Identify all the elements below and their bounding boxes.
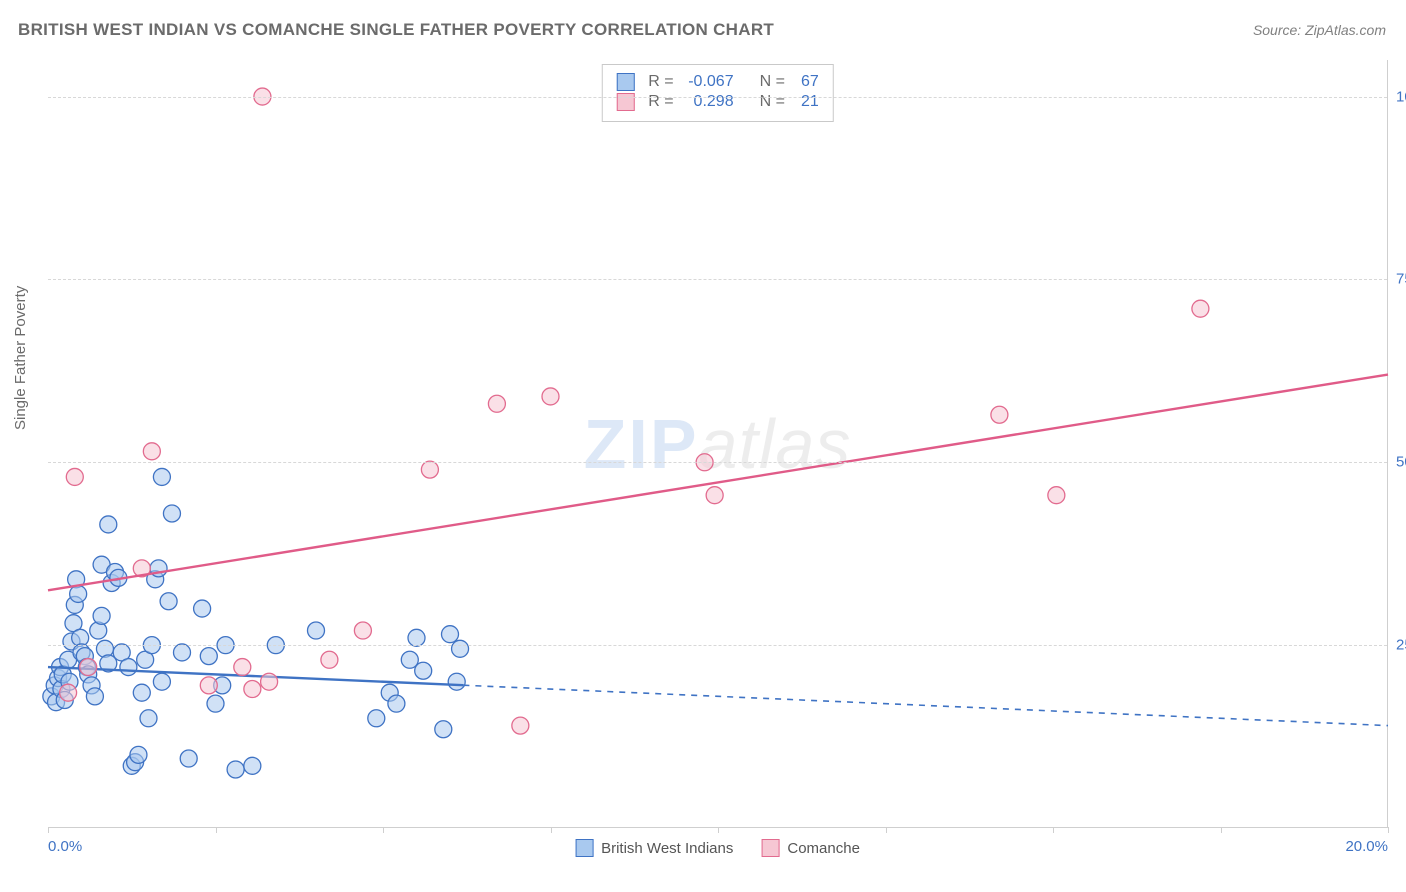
data-point-blue — [452, 640, 469, 657]
legend-item-pink: Comanche — [761, 839, 860, 857]
data-point-pink — [488, 395, 505, 412]
data-point-blue — [93, 607, 110, 624]
data-point-blue — [153, 468, 170, 485]
data-point-blue — [227, 761, 244, 778]
n-value-blue: 67 — [801, 73, 819, 91]
plot-area — [48, 60, 1387, 827]
data-point-pink — [234, 659, 251, 676]
x-tick — [48, 827, 49, 833]
chart-title: BRITISH WEST INDIAN VS COMANCHE SINGLE F… — [18, 20, 774, 40]
data-point-pink — [512, 717, 529, 734]
data-point-pink — [1048, 487, 1065, 504]
data-point-blue — [194, 600, 211, 617]
swatch-blue-icon — [616, 73, 634, 91]
x-tick — [551, 827, 552, 833]
y-tick-label: 25.0% — [1396, 637, 1406, 654]
data-point-blue — [153, 673, 170, 690]
data-point-blue — [140, 710, 157, 727]
legend-label-pink: Comanche — [787, 840, 860, 857]
data-point-blue — [120, 659, 137, 676]
data-point-blue — [133, 684, 150, 701]
gridline — [48, 645, 1387, 646]
data-point-blue — [86, 688, 103, 705]
y-axis-label: Single Father Poverty — [12, 286, 29, 430]
data-point-blue — [368, 710, 385, 727]
data-point-pink — [66, 468, 83, 485]
x-tick — [216, 827, 217, 833]
data-point-blue — [70, 585, 87, 602]
scatter-svg — [48, 60, 1387, 827]
data-point-pink — [321, 651, 338, 668]
x-tick — [1053, 827, 1054, 833]
x-tick — [1388, 827, 1389, 833]
swatch-pink-icon — [761, 839, 779, 857]
data-point-blue — [207, 695, 224, 712]
r-value-blue: -0.067 — [684, 73, 734, 91]
x-tick — [718, 827, 719, 833]
data-point-blue — [174, 644, 191, 661]
y-tick-label: 100.0% — [1396, 88, 1406, 105]
data-point-blue — [200, 648, 217, 665]
x-tick — [1221, 827, 1222, 833]
x-tick-label: 20.0% — [1345, 838, 1388, 855]
data-point-pink — [706, 487, 723, 504]
data-point-pink — [991, 406, 1008, 423]
data-point-pink — [143, 443, 160, 460]
legend-label-blue: British West Indians — [601, 840, 733, 857]
data-point-pink — [1192, 300, 1209, 317]
swatch-blue-icon — [575, 839, 593, 857]
x-tick — [383, 827, 384, 833]
data-point-blue — [435, 721, 452, 738]
data-point-blue — [244, 757, 261, 774]
data-point-pink — [261, 673, 278, 690]
source-attribution: Source: ZipAtlas.com — [1253, 22, 1386, 38]
data-point-pink — [200, 677, 217, 694]
x-tick — [886, 827, 887, 833]
data-point-blue — [160, 593, 177, 610]
data-point-blue — [415, 662, 432, 679]
gridline — [48, 97, 1387, 98]
data-point-blue — [448, 673, 465, 690]
y-tick-label: 50.0% — [1396, 454, 1406, 471]
chart-container: BRITISH WEST INDIAN VS COMANCHE SINGLE F… — [0, 0, 1406, 892]
legend-item-blue: British West Indians — [575, 839, 733, 857]
trend-line-dashed-blue — [463, 685, 1388, 725]
data-point-pink — [244, 681, 261, 698]
data-point-blue — [163, 505, 180, 522]
data-point-blue — [408, 629, 425, 646]
data-point-blue — [130, 746, 147, 763]
trend-line-pink — [48, 375, 1388, 591]
y-tick-label: 75.0% — [1396, 271, 1406, 288]
data-point-pink — [60, 684, 77, 701]
data-point-pink — [421, 461, 438, 478]
r-label: R = — [648, 73, 673, 91]
data-point-pink — [80, 659, 97, 676]
plot-frame: ZIPatlas R = -0.067 N = 67 R = 0.298 N =… — [48, 60, 1388, 828]
data-point-blue — [100, 516, 117, 533]
data-point-pink — [542, 388, 559, 405]
stat-row-blue: R = -0.067 N = 67 — [616, 73, 818, 91]
legend: British West Indians Comanche — [575, 839, 860, 857]
x-tick-label: 0.0% — [48, 838, 82, 855]
gridline — [48, 462, 1387, 463]
data-point-blue — [442, 626, 459, 643]
data-point-pink — [354, 622, 371, 639]
data-point-blue — [180, 750, 197, 767]
gridline — [48, 279, 1387, 280]
data-point-blue — [388, 695, 405, 712]
data-point-blue — [308, 622, 325, 639]
n-label: N = — [760, 73, 785, 91]
correlation-stat-box: R = -0.067 N = 67 R = 0.298 N = 21 — [601, 64, 833, 122]
